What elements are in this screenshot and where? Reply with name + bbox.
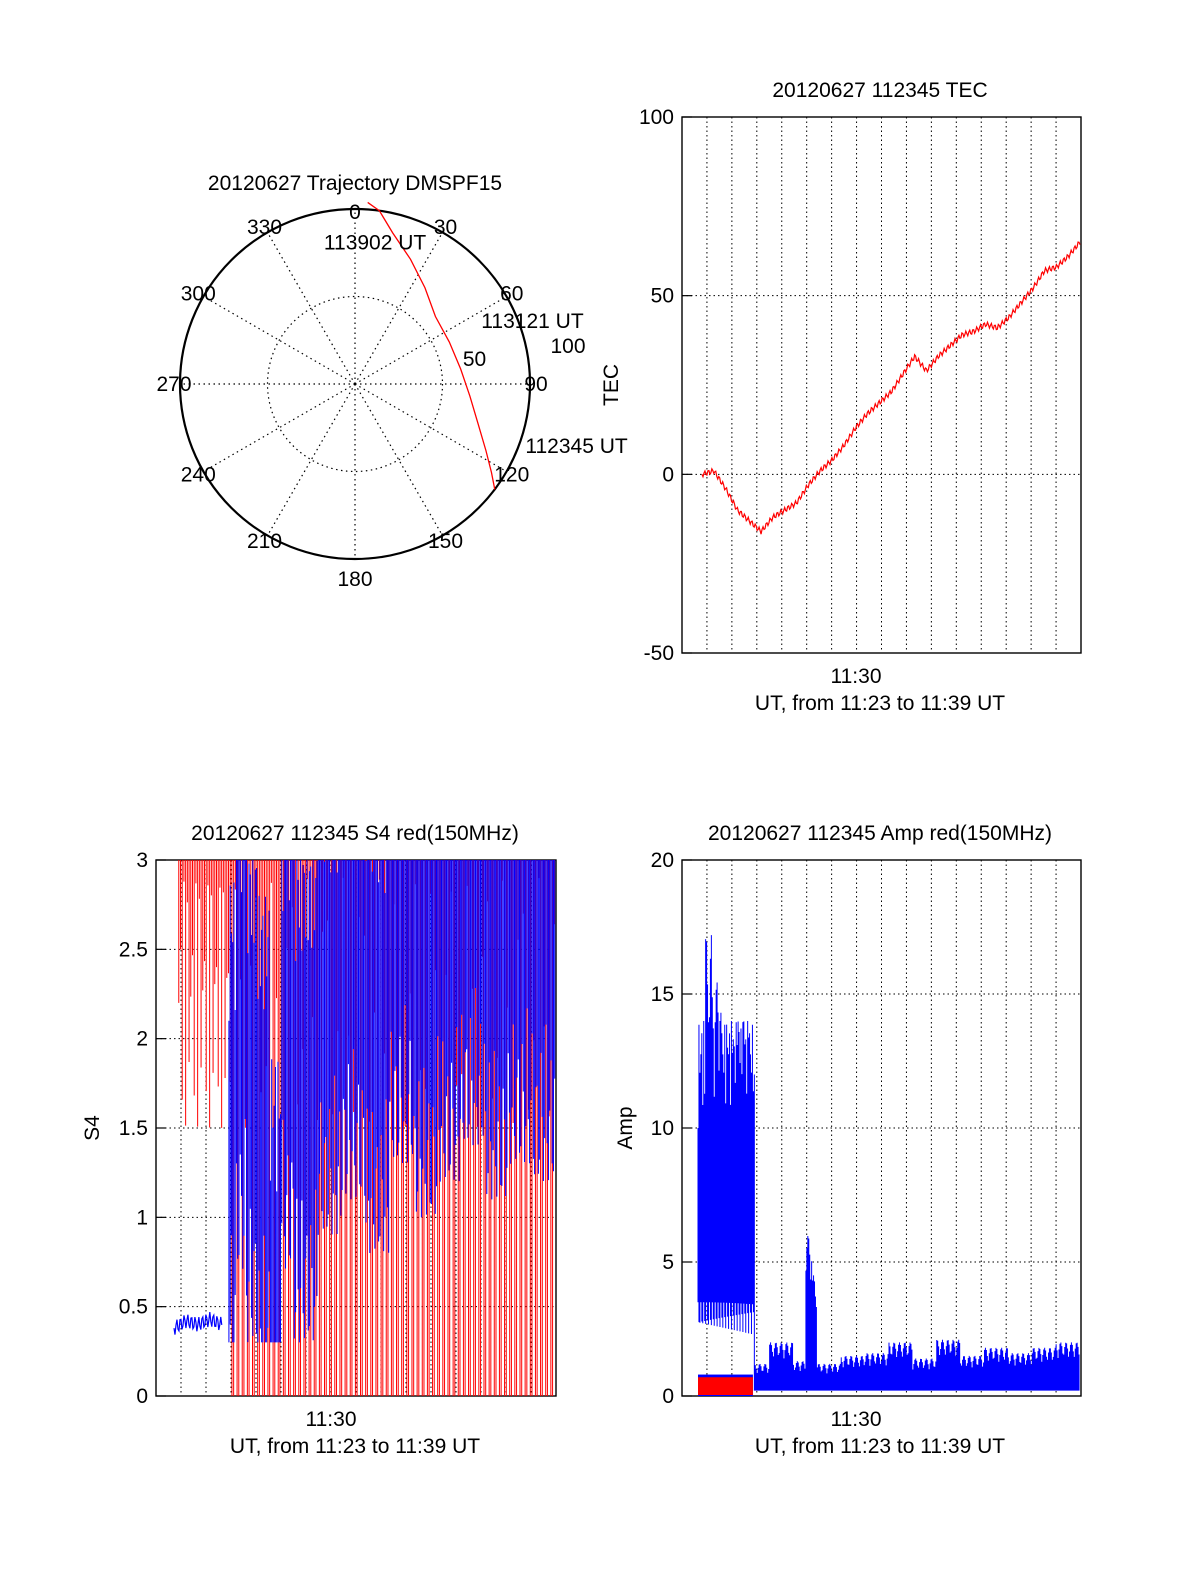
- amp-frame: [681, 859, 1082, 1397]
- polar-spoke: [266, 383, 356, 536]
- amp-blue-series: [697, 935, 1080, 1391]
- amp-ytick-label: 0: [662, 1385, 674, 1408]
- s4-ytick-label: 0: [136, 1385, 148, 1408]
- s4-ytick-label: 2.5: [119, 938, 148, 961]
- polar-angle-label: 120: [494, 464, 529, 487]
- amp-xtick-label: 11:30: [831, 1408, 882, 1431]
- tec-xlabel: UT, from 11:23 to 11:39 UT: [755, 692, 1005, 715]
- tec-ylabel: TEC: [600, 364, 623, 406]
- polar-angle-label: 60: [500, 283, 523, 306]
- tec-ytick-label: 0: [662, 463, 674, 486]
- amp-red-series: [698, 1377, 753, 1395]
- polar-spoke: [203, 295, 356, 385]
- polar-spoke: [354, 383, 507, 473]
- tec-ytick-label: 100: [639, 106, 674, 129]
- polar-angle-label: 180: [337, 568, 372, 591]
- s4-ytick-label: 0.5: [119, 1296, 148, 1319]
- polar-spoke: [354, 232, 444, 385]
- s4-blue-baseline: [173, 1311, 223, 1335]
- s4-ytick-label: 2: [136, 1028, 148, 1051]
- tec-xtick-label: 11:30: [831, 665, 882, 688]
- polar-spoke: [354, 383, 444, 536]
- polar-spoke: [203, 383, 356, 473]
- polar-time-annotation: 113902 UT: [324, 231, 427, 254]
- polar-angle-label: 30: [434, 216, 457, 239]
- amp-ytick-label: 20: [651, 849, 674, 872]
- amp-ytick-label: 15: [651, 983, 674, 1006]
- polar-outer-circle: [178, 207, 532, 561]
- polar-trajectory-line: [367, 201, 496, 490]
- polar-angle-label: 270: [156, 373, 191, 396]
- s4-plot: 20120627 112345 S4 red(150MHz) S4 11:30 …: [81, 822, 557, 1458]
- tec-ytick-label: 50: [651, 285, 674, 308]
- s4-xlabel: UT, from 11:23 to 11:39 UT: [230, 1435, 480, 1458]
- polar-time-annotation: 112345 UT: [525, 435, 628, 458]
- s4-blue-series: [228, 860, 556, 1343]
- tec-frame: [681, 116, 1082, 654]
- polar-spoke: [354, 295, 507, 385]
- polar-angle-label: 330: [247, 216, 282, 239]
- amp-ytick-label: 5: [662, 1251, 674, 1274]
- amp-ylabel: Amp: [614, 1106, 637, 1149]
- polar-angle-label: 0: [349, 201, 361, 224]
- s4-ylabel: S4: [81, 1115, 104, 1141]
- polar-angle-label: 150: [428, 530, 463, 553]
- tec-series-line: [701, 241, 1081, 535]
- polar-angle-label: 300: [181, 283, 216, 306]
- amp-xlabel: UT, from 11:23 to 11:39 UT: [755, 1435, 1005, 1458]
- polar-time-annotation: 113121 UT: [481, 310, 584, 333]
- tec-plot: 20120627 112345 TEC TEC 11:30 UT, from 1…: [600, 79, 1082, 715]
- s4-ytick-label: 1.5: [119, 1117, 148, 1140]
- s4-xtick-label: 11:30: [306, 1408, 357, 1431]
- tec-ytick-label: -50: [644, 642, 674, 665]
- polar-angle-label: 240: [181, 464, 216, 487]
- polar-spoke: [266, 232, 356, 385]
- amp-ytick-label: 10: [651, 1117, 674, 1140]
- amp-plot: 20120627 112345 Amp red(150MHz) Amp 11:3…: [614, 822, 1082, 1458]
- s4-ytick-label: 1: [136, 1206, 148, 1229]
- polar-angle-label: 90: [524, 373, 547, 396]
- polar-trajectory-plot: 20120627 Trajectory DMSPF15 0 30 60 90 120 15…: [156, 172, 627, 591]
- s4-ytick-label: 3: [136, 849, 148, 872]
- polar-grid-circle: [266, 295, 444, 473]
- polar-radial-label: 100: [550, 335, 585, 358]
- s4-title: 20120627 112345 S4 red(150MHz): [191, 822, 519, 845]
- polar-radial-label: 50: [463, 348, 486, 371]
- polar-title: 20120627 Trajectory DMSPF15: [208, 172, 502, 195]
- tec-title: 20120627 112345 TEC: [772, 79, 987, 102]
- amp-title: 20120627 112345 Amp red(150MHz): [708, 822, 1052, 845]
- polar-angle-label: 210: [247, 530, 282, 553]
